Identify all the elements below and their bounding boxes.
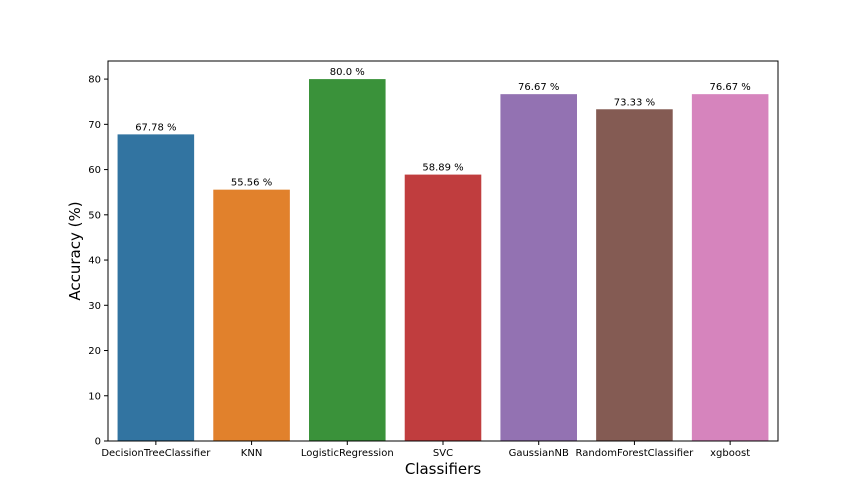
y-tick-label-5: 50 bbox=[88, 210, 101, 221]
x-tick-label-1: KNN bbox=[241, 448, 263, 459]
bar-4 bbox=[500, 94, 577, 442]
data-labels-layer: 67.78 % 55.56 % 80.0 % 58.89 % 76.67 % 73.33 … bbox=[135, 67, 751, 189]
x-axis: DecisionTreeClassifier KNN LogisticRegress… bbox=[101, 441, 750, 459]
bar-5 bbox=[596, 109, 673, 442]
plot-frame bbox=[107, 60, 779, 442]
x-tick-label-4: GaussianNB bbox=[509, 448, 569, 459]
y-tick-label-1: 10 bbox=[88, 391, 101, 402]
bars-layer bbox=[117, 79, 769, 442]
y-tick-label-4: 40 bbox=[88, 256, 101, 267]
y-tick-label-6: 60 bbox=[88, 165, 101, 176]
y-tick-label-7: 70 bbox=[88, 120, 101, 131]
x-tick-label-0: DecisionTreeClassifier bbox=[101, 448, 211, 459]
bar-6 bbox=[691, 94, 769, 442]
x-tick-label-2: LogisticRegression bbox=[301, 448, 394, 459]
y-tick-label-3: 30 bbox=[88, 301, 101, 312]
data-label-1: 55.56 % bbox=[231, 178, 272, 189]
x-tick-label-5: RandomForestClassifier bbox=[576, 448, 695, 459]
data-label-3: 58.89 % bbox=[422, 163, 463, 174]
data-label-4: 76.67 % bbox=[518, 82, 559, 93]
bar-3 bbox=[404, 174, 482, 442]
y-tick-label-2: 20 bbox=[88, 346, 101, 357]
data-label-0: 67.78 % bbox=[135, 122, 176, 133]
bar-2 bbox=[309, 79, 386, 441]
y-axis-title: Accuracy (%) bbox=[66, 201, 84, 300]
data-label-6: 76.67 % bbox=[709, 82, 750, 93]
y-tick-label-8: 80 bbox=[88, 75, 101, 86]
x-tick-label-6: xgboost bbox=[710, 448, 750, 459]
data-label-5: 73.33 % bbox=[614, 97, 655, 108]
data-label-2: 80.0 % bbox=[330, 67, 365, 78]
bar-1 bbox=[213, 189, 290, 441]
y-axis: 0 10 20 30 40 50 60 70 80 bbox=[88, 75, 108, 448]
x-tick-label-3: SVC bbox=[433, 448, 453, 459]
y-tick-label-0: 0 bbox=[95, 437, 101, 448]
x-axis-title: Classifiers bbox=[405, 460, 481, 478]
bar-0 bbox=[117, 134, 195, 441]
